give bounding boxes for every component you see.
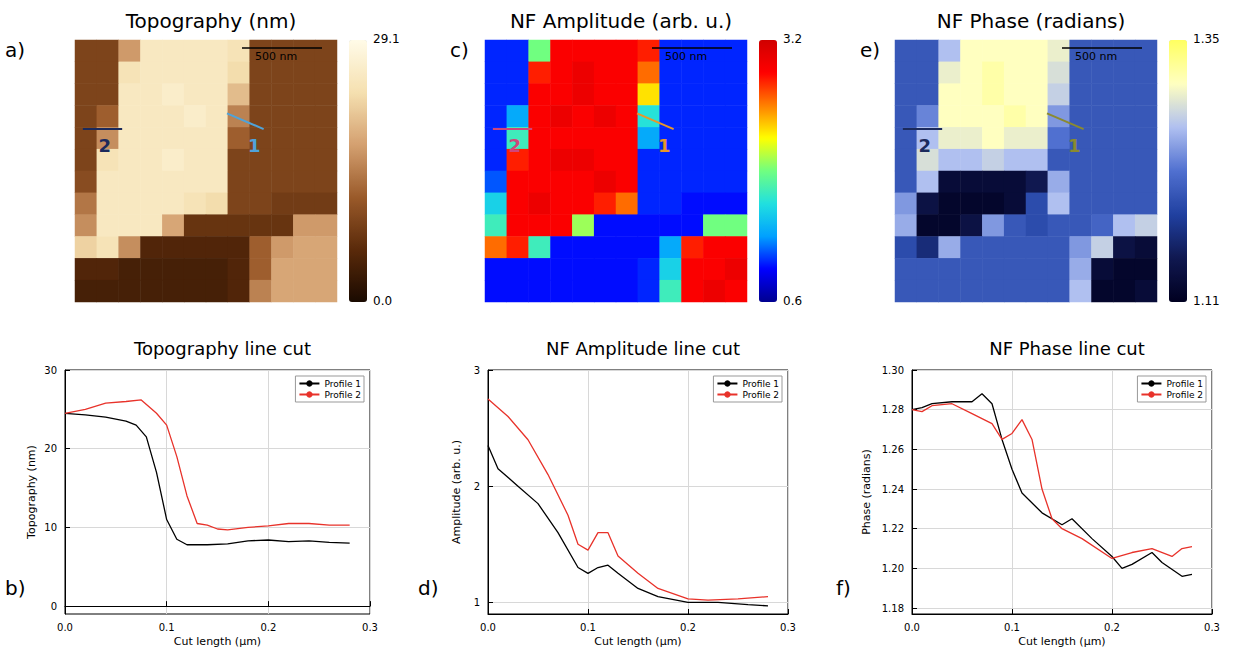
svg-text:1.28: 1.28 (882, 404, 904, 415)
svg-text:Cut length (µm): Cut length (µm) (594, 635, 681, 648)
svg-text:1: 1 (1068, 135, 1081, 156)
svg-text:2: 2 (99, 135, 112, 156)
svg-text:b): b) (5, 576, 26, 600)
svg-text:NF Amplitude line cut: NF Amplitude line cut (546, 338, 740, 359)
svg-text:1.30: 1.30 (882, 365, 904, 376)
svg-text:29.1: 29.1 (373, 32, 400, 46)
svg-text:Profile 1: Profile 1 (1166, 379, 1203, 389)
svg-text:NF Amplitude (arb. u.): NF Amplitude (arb. u.) (510, 9, 732, 33)
svg-text:1: 1 (248, 135, 261, 156)
svg-text:Profile 1: Profile 1 (324, 379, 361, 389)
svg-text:0.6: 0.6 (783, 294, 802, 308)
svg-text:30: 30 (44, 365, 57, 376)
svg-text:Profile 2: Profile 2 (324, 390, 361, 400)
svg-text:Profile 1: Profile 1 (742, 379, 779, 389)
svg-text:1: 1 (658, 135, 671, 156)
svg-text:0.3: 0.3 (362, 622, 378, 633)
svg-text:NF Phase (radians): NF Phase (radians) (937, 9, 1126, 33)
svg-text:0.2: 0.2 (1104, 622, 1120, 633)
svg-text:1.18: 1.18 (882, 603, 904, 614)
svg-text:2: 2 (474, 481, 480, 492)
svg-text:Topography (nm): Topography (nm) (125, 9, 297, 33)
svg-text:500 nm: 500 nm (255, 50, 297, 63)
svg-text:20: 20 (44, 443, 57, 454)
svg-text:0.0: 0.0 (480, 622, 496, 633)
svg-text:Topography line cut: Topography line cut (133, 338, 311, 359)
svg-text:1.20: 1.20 (882, 563, 904, 574)
svg-text:Phase (radians): Phase (radians) (860, 449, 873, 535)
svg-text:0.1: 0.1 (1004, 622, 1020, 633)
svg-text:2: 2 (509, 135, 522, 156)
svg-text:0.0: 0.0 (373, 294, 392, 308)
svg-text:c): c) (450, 38, 469, 62)
svg-text:0.3: 0.3 (780, 622, 796, 633)
svg-text:Topography (nm): Topography (nm) (25, 445, 38, 540)
svg-text:0.2: 0.2 (680, 622, 696, 633)
svg-text:Cut length (µm): Cut length (µm) (174, 635, 261, 648)
svg-text:0.2: 0.2 (260, 622, 276, 633)
svg-text:f): f) (836, 576, 851, 600)
svg-text:0: 0 (51, 601, 57, 612)
svg-text:Profile 2: Profile 2 (742, 390, 779, 400)
svg-text:3: 3 (474, 365, 480, 376)
svg-text:1.35: 1.35 (1193, 32, 1220, 46)
svg-text:a): a) (5, 38, 25, 62)
svg-text:e): e) (860, 38, 880, 62)
svg-text:0.1: 0.1 (159, 622, 175, 633)
svg-text:0.3: 0.3 (1204, 622, 1220, 633)
svg-text:1.11: 1.11 (1193, 294, 1220, 308)
svg-text:Profile 2: Profile 2 (1166, 390, 1203, 400)
svg-text:NF Phase line cut: NF Phase line cut (989, 338, 1145, 359)
svg-text:0.0: 0.0 (904, 622, 920, 633)
svg-text:1.26: 1.26 (882, 444, 904, 455)
svg-text:500 nm: 500 nm (1075, 50, 1117, 63)
svg-text:0.1: 0.1 (580, 622, 596, 633)
svg-text:500 nm: 500 nm (665, 50, 707, 63)
svg-text:1: 1 (474, 597, 480, 608)
svg-text:d): d) (418, 576, 439, 600)
svg-text:3.2: 3.2 (783, 32, 802, 46)
svg-text:2: 2 (919, 135, 932, 156)
svg-text:1.22: 1.22 (882, 523, 904, 534)
svg-text:1.24: 1.24 (882, 484, 904, 495)
svg-text:Amplitude (arb. u.): Amplitude (arb. u.) (450, 440, 463, 544)
svg-text:0.0: 0.0 (57, 622, 73, 633)
svg-text:Cut length (µm): Cut length (µm) (1018, 635, 1105, 648)
svg-text:10: 10 (44, 522, 57, 533)
